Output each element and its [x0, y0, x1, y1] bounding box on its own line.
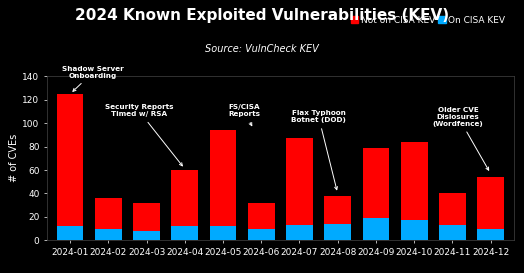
Bar — [95, 198, 122, 229]
Y-axis label: # of CVEs: # of CVEs — [9, 134, 19, 182]
Bar — [439, 194, 466, 225]
Bar — [477, 229, 504, 240]
Text: FS/CISA
Reports: FS/CISA Reports — [228, 104, 260, 126]
Bar — [286, 225, 313, 240]
Text: Flax Typhoon
Botnet (DOD): Flax Typhoon Botnet (DOD) — [291, 110, 346, 190]
Text: 2024 Known Exploited Vulnerabilities (KEV): 2024 Known Exploited Vulnerabilities (KE… — [75, 8, 449, 23]
Bar — [171, 170, 198, 226]
Text: Shadow Server
Onboarding: Shadow Server Onboarding — [62, 66, 124, 91]
Bar — [57, 226, 83, 240]
Bar — [248, 229, 275, 240]
Bar — [57, 94, 83, 226]
Bar — [363, 218, 389, 240]
Legend: Not on CISA KEV, On CISA KEV: Not on CISA KEV, On CISA KEV — [347, 12, 509, 28]
Bar — [324, 196, 351, 224]
Bar — [401, 142, 428, 220]
Text: Security Reports
Timed w/ RSA: Security Reports Timed w/ RSA — [105, 104, 182, 166]
Bar — [363, 148, 389, 218]
Bar — [324, 224, 351, 240]
Bar — [248, 203, 275, 229]
Bar — [133, 231, 160, 240]
Bar — [439, 225, 466, 240]
Bar — [401, 220, 428, 240]
Text: Source: VulnCheck KEV: Source: VulnCheck KEV — [205, 44, 319, 54]
Text: Older CVE
Dislosures
(Wordfence): Older CVE Dislosures (Wordfence) — [433, 107, 489, 170]
Bar — [210, 130, 236, 226]
Bar — [95, 229, 122, 240]
Bar — [286, 138, 313, 225]
Bar — [210, 226, 236, 240]
Bar — [171, 226, 198, 240]
Bar — [477, 177, 504, 229]
Bar — [133, 203, 160, 231]
